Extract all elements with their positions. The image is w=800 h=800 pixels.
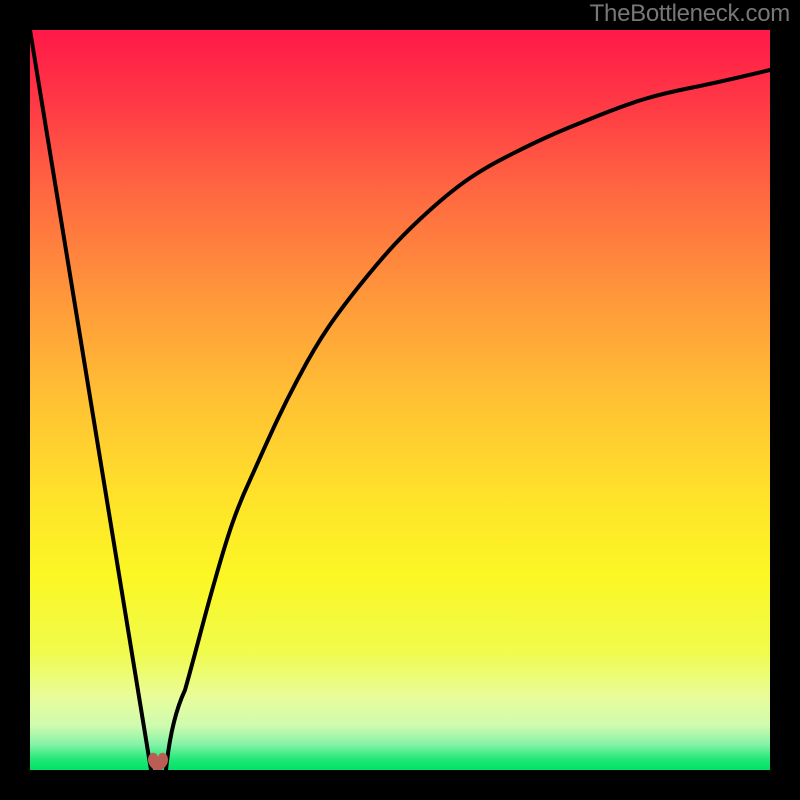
chart-container: TheBottleneck.com [0,0,800,800]
watermark-text: TheBottleneck.com [590,0,790,28]
bottleneck-chart [0,0,800,800]
plot-background-gradient [30,30,770,770]
